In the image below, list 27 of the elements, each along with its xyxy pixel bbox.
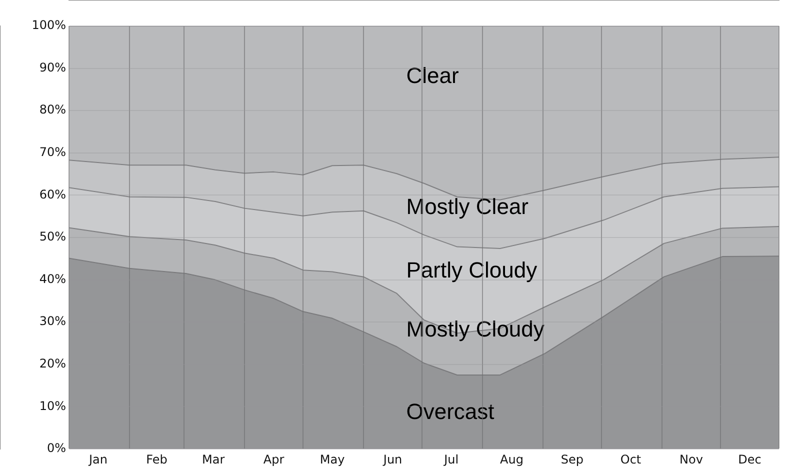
x-tick-label: May bbox=[320, 452, 345, 466]
y-tick-label: 80% bbox=[39, 102, 66, 117]
y-tick-label: 90% bbox=[39, 60, 66, 74]
series-label: Mostly Clear bbox=[406, 194, 528, 219]
series-label: Partly Cloudy bbox=[406, 257, 538, 282]
x-tick-label: Sep bbox=[560, 452, 584, 466]
y-tick-label: 40% bbox=[39, 272, 66, 286]
series-label: Overcast bbox=[406, 399, 494, 424]
series-label: Mostly Cloudy bbox=[406, 316, 544, 342]
y-tick-label: 0% bbox=[46, 441, 66, 456]
y-tick-label: 10% bbox=[39, 398, 66, 413]
y-tick-label: 30% bbox=[39, 314, 66, 328]
x-tick-label: Dec bbox=[738, 452, 762, 466]
x-tick-label: Aug bbox=[500, 452, 524, 466]
x-tick-label: Apr bbox=[263, 452, 284, 466]
y-tick-label: 50% bbox=[39, 230, 66, 244]
y-tick-label: 100% bbox=[32, 18, 66, 32]
x-tick-label: Jan bbox=[88, 452, 108, 466]
x-tick-label: Jul bbox=[443, 452, 459, 466]
y-tick-label: 70% bbox=[39, 145, 66, 160]
x-tick-label: Feb bbox=[146, 452, 168, 466]
y-tick-label: 60% bbox=[39, 187, 66, 202]
y-tick-label: 20% bbox=[39, 356, 66, 371]
x-tick-label: Jun bbox=[382, 452, 402, 466]
x-tick-label: Nov bbox=[680, 452, 703, 466]
x-tick-label: Oct bbox=[620, 452, 642, 466]
x-tick-label: Mar bbox=[202, 452, 225, 466]
